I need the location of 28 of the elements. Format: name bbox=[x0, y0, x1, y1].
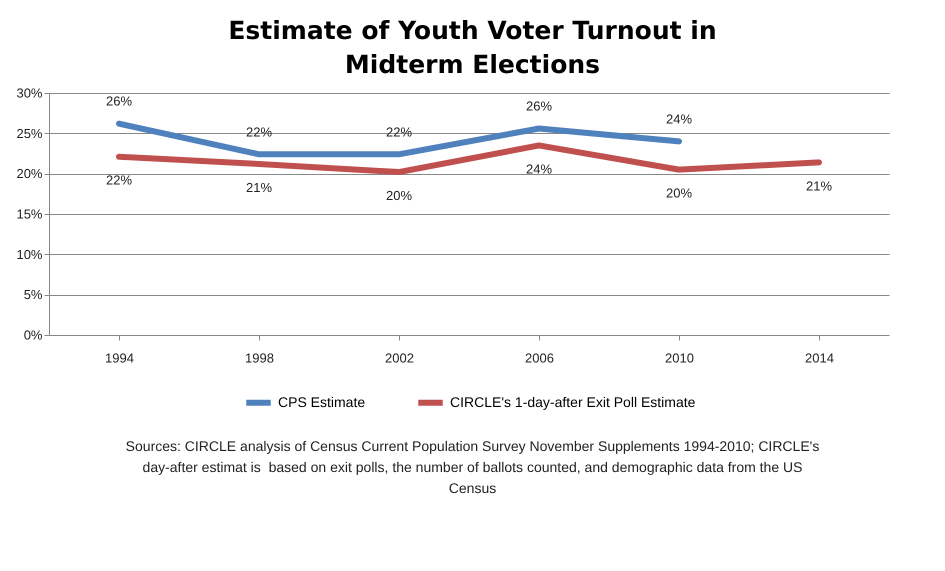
data-label: 20% bbox=[666, 186, 692, 201]
data-label: 21% bbox=[806, 178, 832, 194]
data-label: 26% bbox=[526, 98, 552, 114]
data-label: 24% bbox=[526, 161, 552, 176]
y-tick-label: 0% bbox=[24, 328, 43, 342]
data-label: 21% bbox=[246, 180, 272, 195]
data-label: 24% bbox=[666, 111, 692, 126]
data-label: 20% bbox=[386, 188, 412, 204]
x-tick-label: 1994 bbox=[105, 350, 134, 366]
data-label: 22% bbox=[106, 172, 132, 188]
legend-label: CIRCLE's 1-day-after Exit Poll Estimate bbox=[450, 394, 696, 410]
legend-label: CPS Estimate bbox=[278, 394, 366, 410]
y-tick-label: 20% bbox=[16, 166, 43, 182]
x-tick-label: 2010 bbox=[665, 350, 694, 366]
chart-title: Estimate of Youth Voter Turnout in Midterm Elections bbox=[227, 15, 718, 81]
source-note: Sources: CIRCLE analysis of Census Current Population Survey November Supplements 1994-2010; CIRCLE's day-after estimat is based on exit polls, the number of ballots counted, and demographic data from the US Census bbox=[124, 437, 820, 498]
y-tick-label: 25% bbox=[16, 126, 43, 141]
x-tick-label: 2002 bbox=[385, 350, 414, 366]
y-tick-label: 10% bbox=[16, 246, 43, 262]
x-tick-label: 2014 bbox=[805, 350, 834, 366]
x-tick-label: 1998 bbox=[245, 350, 274, 366]
y-tick-label: 5% bbox=[24, 287, 43, 302]
data-label: 26% bbox=[106, 94, 132, 109]
data-label: 22% bbox=[246, 124, 272, 140]
data-label: 22% bbox=[386, 124, 412, 140]
x-tick-label: 2006 bbox=[525, 350, 554, 366]
y-tick-label: 15% bbox=[16, 206, 43, 222]
y-tick-label: 30% bbox=[16, 86, 43, 100]
